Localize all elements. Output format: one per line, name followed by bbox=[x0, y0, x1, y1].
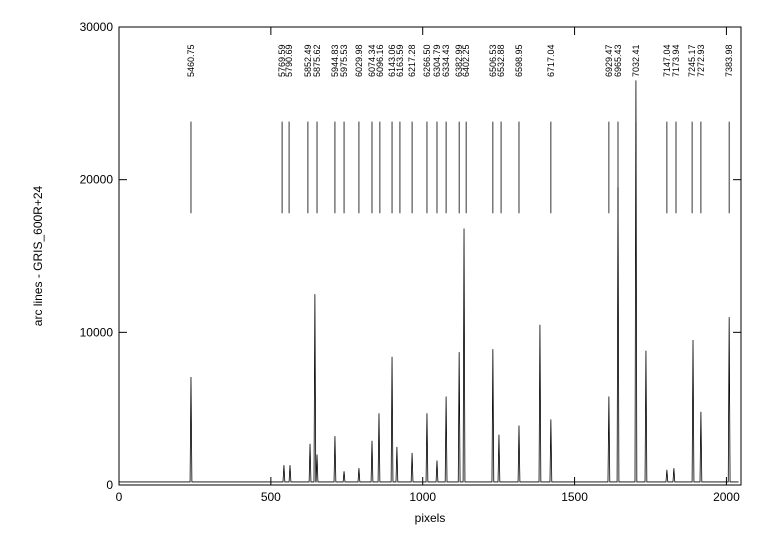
line-label: 5790.69 bbox=[284, 44, 294, 77]
line-label: 6096.16 bbox=[375, 44, 385, 77]
line-label: 5852.49 bbox=[303, 44, 313, 77]
line-label: 6506.53 bbox=[488, 44, 498, 77]
line-label: 6304.79 bbox=[432, 44, 442, 77]
line-label: 6717.04 bbox=[546, 44, 556, 77]
x-tick-label: 2000 bbox=[713, 490, 740, 504]
x-axis-label: pixels bbox=[415, 511, 446, 525]
x-tick-label: 1500 bbox=[561, 490, 588, 504]
y-axis-label: arc lines - GRIS_600R+24 bbox=[31, 185, 45, 326]
line-label: 6266.50 bbox=[422, 44, 432, 77]
line-label: 5460.75 bbox=[186, 44, 196, 77]
y-tick-label: 30000 bbox=[80, 20, 114, 34]
line-label: 6929.47 bbox=[604, 44, 614, 77]
plot-frame bbox=[118, 26, 742, 486]
y-tick-label: 0 bbox=[106, 478, 113, 492]
line-label: 6598.95 bbox=[514, 44, 524, 77]
spectrum-line bbox=[119, 80, 739, 483]
line-label: 7245.17 bbox=[687, 44, 697, 77]
line-label: 6965.43 bbox=[613, 44, 623, 77]
line-label: 6163.59 bbox=[395, 44, 405, 77]
x-tick-label: 0 bbox=[116, 490, 123, 504]
x-tick-label: 500 bbox=[261, 490, 281, 504]
x-tick-label: 1000 bbox=[409, 490, 436, 504]
y-tick-label: 10000 bbox=[80, 325, 114, 339]
line-label: 5769.59 bbox=[277, 44, 287, 77]
line-label: 7272.93 bbox=[696, 44, 706, 77]
line-label: 7383.98 bbox=[724, 44, 734, 77]
line-label: 6143.06 bbox=[387, 44, 397, 77]
line-label: 7032.41 bbox=[631, 44, 641, 77]
line-label: 6217.28 bbox=[407, 44, 417, 77]
line-label: 6074.34 bbox=[367, 44, 377, 77]
line-label: 6402.25 bbox=[461, 44, 471, 77]
line-label: 5975.53 bbox=[339, 44, 349, 77]
line-label: 7173.94 bbox=[671, 44, 681, 77]
y-tick-label: 20000 bbox=[80, 173, 114, 187]
line-label: 5875.62 bbox=[312, 44, 322, 77]
line-label: 6334.43 bbox=[441, 44, 451, 77]
line-label: 6532.88 bbox=[496, 44, 506, 77]
line-label: 6382.99 bbox=[454, 44, 464, 77]
line-label: 5944.83 bbox=[330, 44, 340, 77]
line-label: 7147.04 bbox=[662, 44, 672, 77]
line-label: 6029.98 bbox=[354, 44, 364, 77]
